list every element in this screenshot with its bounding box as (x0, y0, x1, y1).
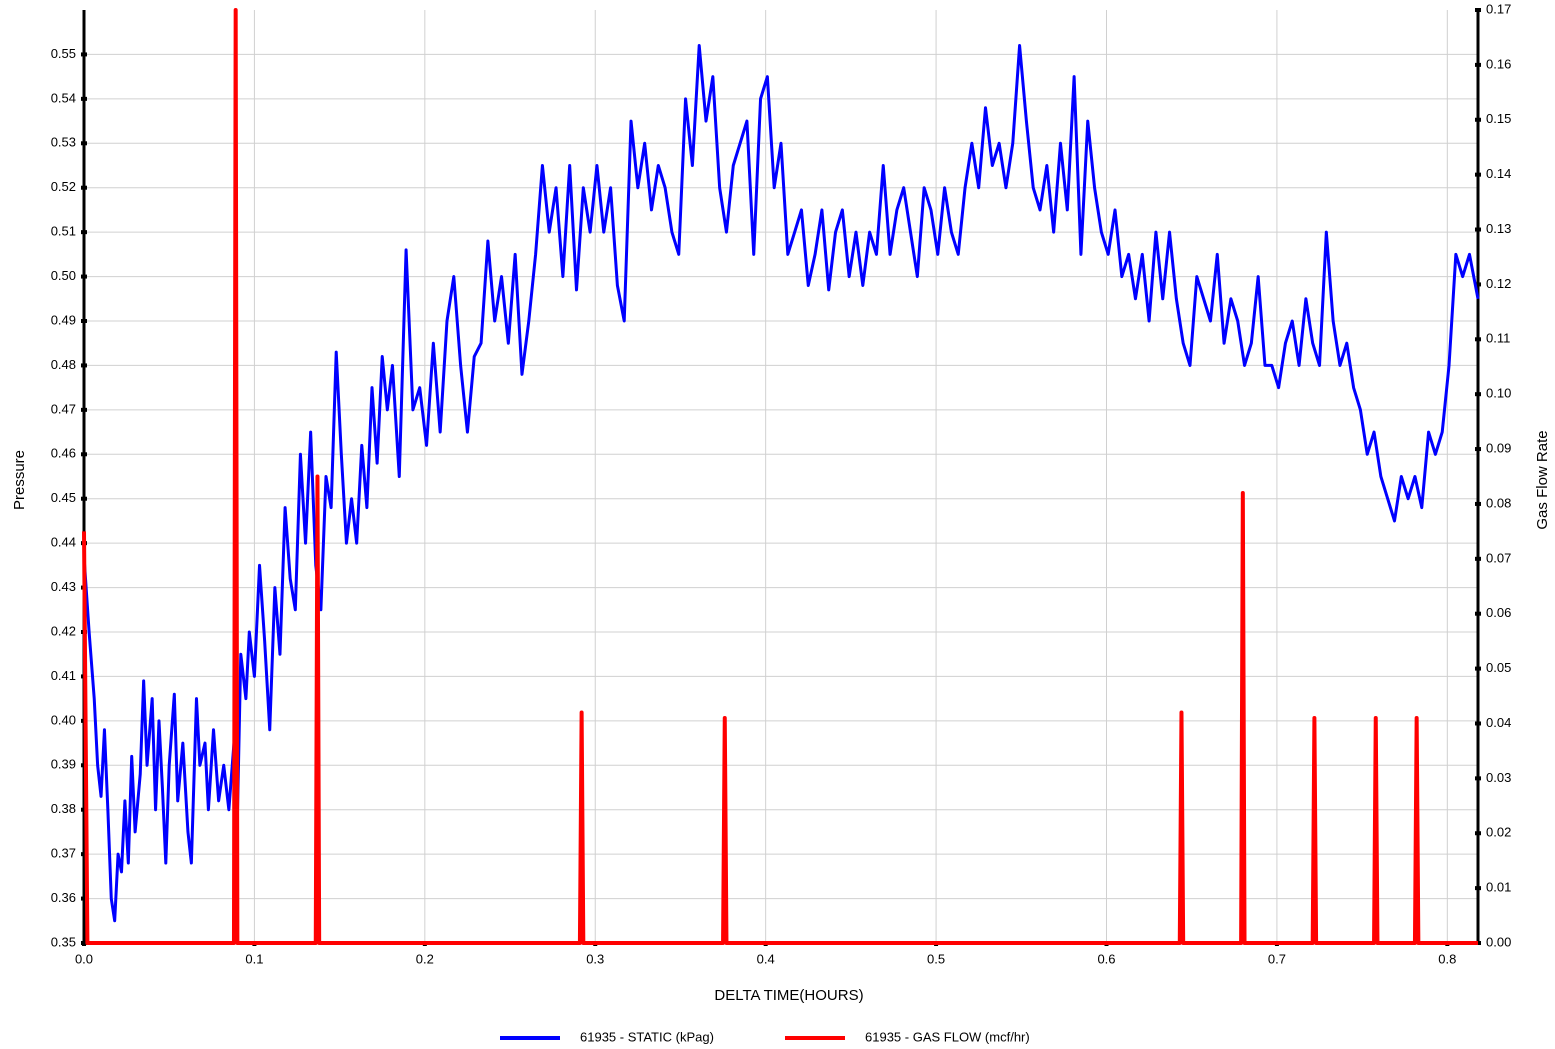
x-tick-label: 0.0 (75, 951, 93, 966)
y-axis-title: Pressure (11, 450, 28, 510)
x-tick-label: 0.1 (245, 951, 263, 966)
y2-tick-label: 0.07 (1486, 550, 1511, 565)
line-series (82, 8, 1478, 945)
y-tick-label: 0.52 (51, 179, 76, 194)
y-tick-label: 0.37 (51, 846, 76, 861)
y2-tick-label: 0.06 (1486, 605, 1511, 620)
y2-tick-label: 0.11 (1486, 331, 1510, 346)
y2-tick-label: 0.17 (1486, 1, 1511, 16)
x-tick-label: 0.8 (1438, 951, 1456, 966)
legend-label: 61935 - GAS FLOW (mcf/hr) (865, 1029, 1030, 1044)
y-tick-label: 0.49 (51, 312, 76, 327)
x-axis-title: DELTA TIME(HOURS) (714, 987, 863, 1004)
y2-tick-label: 0.01 (1486, 880, 1511, 895)
y-tick-label: 0.39 (51, 757, 76, 772)
y2-tick-label: 0.15 (1486, 111, 1511, 126)
y-tick-label: 0.36 (51, 890, 76, 905)
y-tick-label: 0.42 (51, 623, 76, 638)
x-tick-label: 0.6 (1097, 951, 1115, 966)
y-tick-label: 0.53 (51, 135, 76, 150)
y-tick-label: 0.48 (51, 357, 76, 372)
y-tick-label: 0.38 (51, 801, 76, 816)
y2-tick-label: 0.10 (1486, 386, 1511, 401)
y2-tick-label: 0.08 (1486, 495, 1511, 510)
y-tick-label: 0.47 (51, 401, 76, 416)
y2-tick-label: 0.03 (1486, 770, 1511, 785)
line-series (82, 44, 1480, 923)
x-tick-label: 0.7 (1268, 951, 1286, 966)
legend-label: 61935 - STATIC (kPag) (580, 1029, 714, 1044)
y-tick-label: 0.35 (51, 934, 76, 949)
y2-axis-title: Gas Flow Rate (1534, 430, 1551, 529)
y-tick-label: 0.46 (51, 446, 76, 461)
y-tick-label: 0.54 (51, 90, 76, 105)
x-tick-label: 0.3 (586, 951, 604, 966)
y2-tick-label: 0.14 (1486, 166, 1511, 181)
y-tick-label: 0.50 (51, 268, 76, 283)
y2-tick-label: 0.00 (1486, 934, 1511, 949)
y-tick-label: 0.51 (51, 224, 76, 239)
y2-tick-label: 0.02 (1486, 825, 1511, 840)
y-tick-label: 0.44 (51, 535, 76, 550)
y-tick-label: 0.40 (51, 712, 76, 727)
y-tick-label: 0.41 (51, 668, 76, 683)
x-tick-label: 0.4 (757, 951, 775, 966)
y2-tick-label: 0.12 (1486, 276, 1511, 291)
y2-tick-label: 0.13 (1486, 221, 1511, 236)
x-tick-label: 0.5 (927, 951, 945, 966)
y2-tick-label: 0.04 (1486, 715, 1511, 730)
y2-tick-label: 0.16 (1486, 56, 1511, 71)
y-tick-label: 0.45 (51, 490, 76, 505)
x-tick-label: 0.2 (416, 951, 434, 966)
y2-tick-label: 0.09 (1486, 440, 1511, 455)
y-tick-label: 0.43 (51, 579, 76, 594)
y2-tick-label: 0.05 (1486, 660, 1511, 675)
y-tick-label: 0.55 (51, 46, 76, 61)
